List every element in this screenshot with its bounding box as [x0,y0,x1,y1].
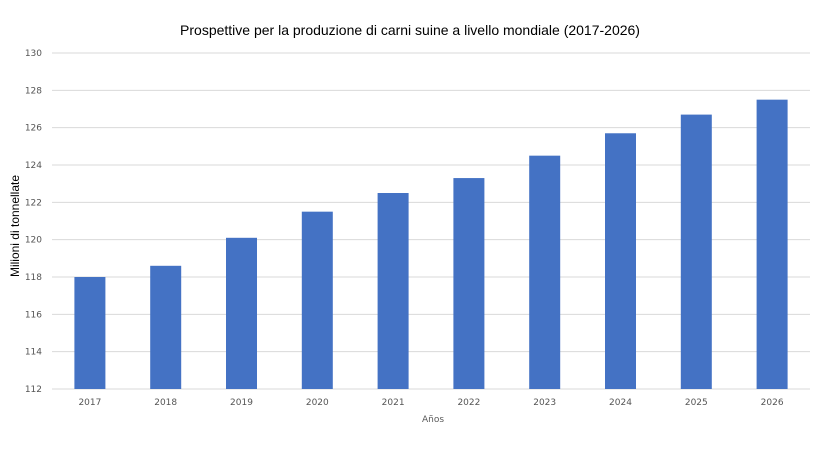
bar-2024 [605,133,636,389]
bars [74,99,788,390]
x-tick-label: 2019 [230,398,253,408]
x-tick-label: 2022 [457,398,480,408]
y-tick-label: 126 [25,124,42,134]
y-tick-label: 130 [25,49,42,59]
x-tick-label: 2023 [533,398,556,408]
bar-2026 [756,99,788,390]
bar-2017 [74,277,106,389]
x-tick-label: 2017 [78,398,101,408]
bar-2023 [529,155,561,389]
y-tick-label: 112 [25,385,42,395]
bar-2020 [301,211,333,389]
y-axis-label: Milioni di tonnellate [8,175,22,277]
bar-2025 [680,114,712,389]
y-tick-label: 128 [25,86,42,96]
bar-2021 [377,193,409,389]
y-tick-label: 122 [25,198,42,208]
y-tick-label: 124 [25,161,42,171]
x-tick-label: 2018 [154,398,177,408]
bar-2018 [150,265,182,389]
bar-2022 [453,178,485,389]
y-axis-ticks: 112 114 116 118 120 122 124 126 128 130 [25,49,42,395]
chart-title: Prospettive per la produzione di carni s… [180,22,640,38]
x-tick-label: 2025 [685,398,708,408]
y-tick-label: 114 [25,348,42,358]
y-tick-label: 118 [25,273,42,283]
y-tick-label: 116 [25,310,42,320]
x-axis-label: Años [422,415,444,425]
x-tick-label: 2021 [382,398,405,408]
x-tick-label: 2024 [609,398,632,408]
bar-2019 [226,237,257,389]
y-tick-label: 120 [25,236,42,246]
x-tick-label: 2020 [306,398,329,408]
x-axis-ticks: 2017 2018 2019 2020 2021 2022 2023 2024 2025 2026 [78,398,783,408]
x-tick-label: 2026 [761,398,784,408]
